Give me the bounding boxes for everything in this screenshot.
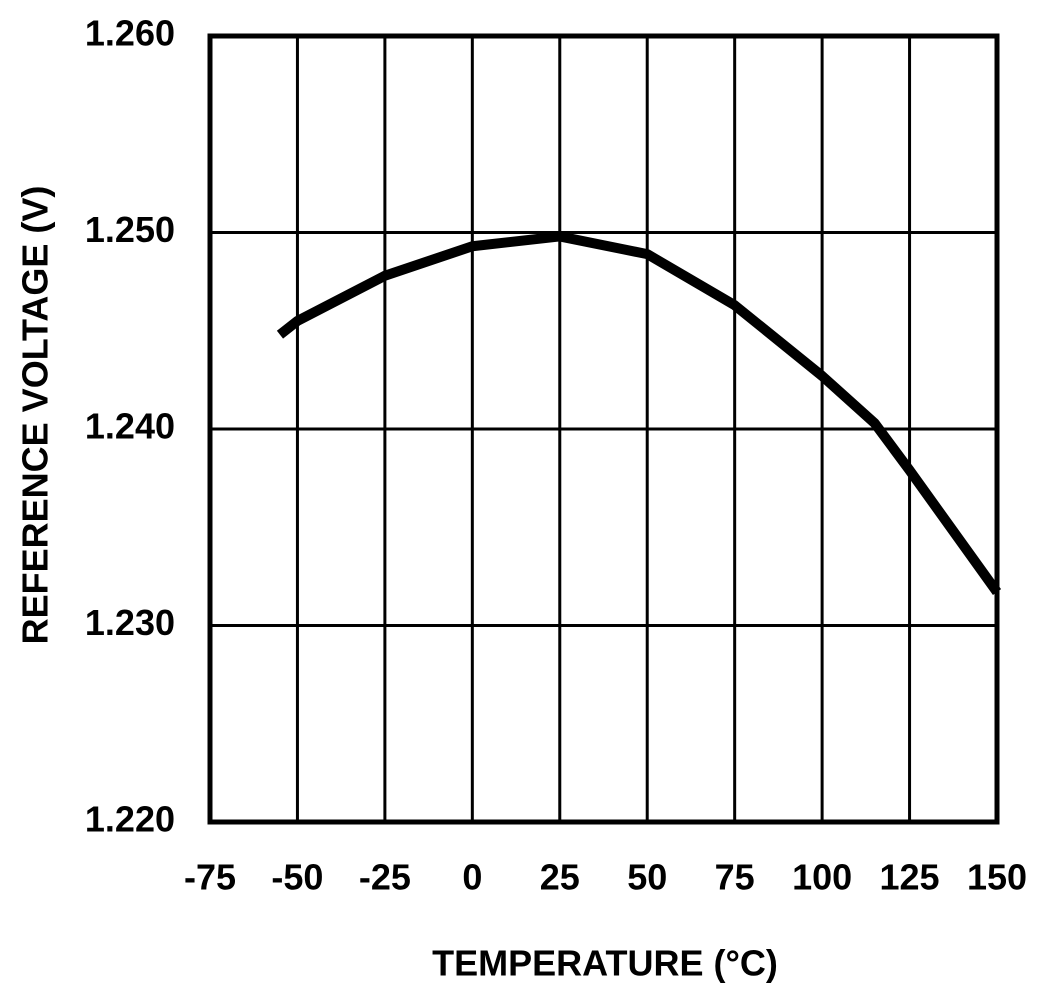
x-tick-label: 75 (715, 857, 755, 898)
x-tick-label: -50 (271, 857, 323, 898)
x-tick-label: 50 (627, 857, 667, 898)
y-axis-label: REFERENCE VOLTAGE (V) (15, 186, 56, 645)
x-axis-label: TEMPERATURE (°C) (432, 943, 778, 984)
y-tick-label: 1.230 (85, 602, 175, 643)
x-tick-label: 100 (792, 857, 852, 898)
y-tick-label: 1.250 (85, 209, 175, 250)
plot-frame (207, 33, 1000, 825)
x-tick-label: 150 (967, 857, 1027, 898)
y-tick-label: 1.240 (85, 406, 175, 447)
x-tick-label: 125 (880, 857, 940, 898)
x-tick-label: 25 (540, 857, 580, 898)
x-tick-label: -75 (184, 857, 236, 898)
y-tick-label: 1.220 (85, 799, 175, 840)
y-tick-label: 1.260 (85, 13, 175, 54)
x-tick-label: -25 (359, 857, 411, 898)
data-line (276, 231, 1002, 596)
x-tick-label: 0 (462, 857, 482, 898)
